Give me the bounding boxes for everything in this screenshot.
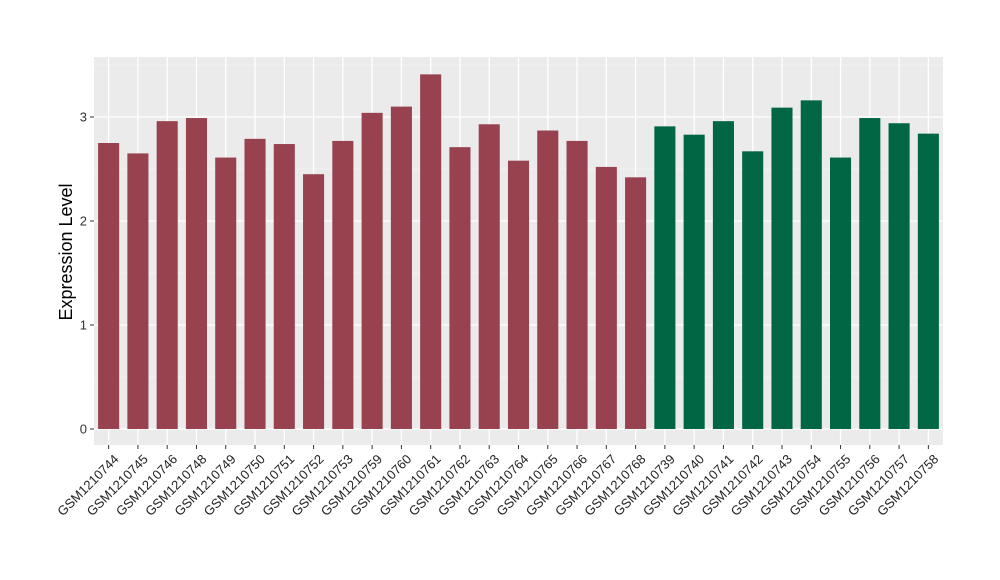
- bar-GSM1210767: [595, 166, 617, 430]
- bar-GSM1210744: [98, 143, 120, 429]
- bars: [98, 74, 939, 430]
- bar-GSM1210764: [507, 160, 530, 429]
- y-tick-label: 1: [80, 318, 87, 333]
- bar-GSM1210746: [156, 121, 178, 429]
- bar-GSM1210739: [654, 126, 676, 430]
- bar-GSM1210742: [742, 151, 764, 429]
- bar-GSM1210756: [859, 118, 881, 429]
- y-tick-label: 0: [80, 422, 87, 437]
- bar-GSM1210755: [829, 157, 852, 429]
- bar-GSM1210743: [771, 107, 793, 429]
- x-axis: GSM1210744GSM1210745GSM1210746GSM1210748…: [54, 445, 941, 519]
- bar-GSM1210751: [273, 144, 295, 430]
- bar-GSM1210741: [712, 121, 734, 429]
- bar-GSM1210765: [537, 130, 559, 429]
- bar-GSM1210749: [215, 157, 237, 429]
- bar-GSM1210761: [420, 74, 442, 430]
- bar-GSM1210757: [888, 123, 910, 430]
- bar-GSM1210762: [449, 147, 471, 429]
- bar-GSM1210760: [390, 106, 412, 429]
- y-axis-title: Expression Level: [56, 183, 76, 320]
- bar-GSM1210763: [478, 124, 500, 429]
- bar-GSM1210750: [244, 138, 266, 429]
- bar-GSM1210745: [127, 153, 149, 429]
- bar-GSM1210768: [625, 177, 647, 429]
- y-tick-label: 2: [80, 214, 87, 229]
- bar-GSM1210758: [917, 133, 939, 429]
- y-tick-label: 3: [80, 110, 87, 125]
- y-axis: 0 1 2 3: [80, 110, 94, 437]
- bar-GSM1210753: [332, 140, 354, 430]
- bar-GSM1210754: [800, 100, 822, 430]
- bar-GSM1210766: [566, 140, 588, 430]
- bar-GSM1210740: [683, 134, 705, 429]
- bar-GSM1210748: [185, 118, 208, 429]
- bar-GSM1210759: [361, 112, 383, 429]
- bar-GSM1210752: [303, 174, 325, 429]
